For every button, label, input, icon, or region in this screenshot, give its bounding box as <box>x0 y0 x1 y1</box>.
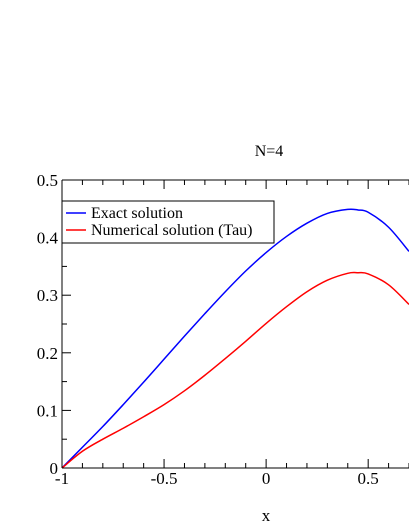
x-tick-label: 0.5 <box>358 469 379 488</box>
axes: -1 -0.5 0 0.5 0 0.1 0.2 0.3 0.4 0.5 <box>37 171 409 488</box>
plot-area <box>62 208 409 468</box>
legend-box <box>61 200 275 244</box>
y-tick-label: 0 <box>50 459 59 478</box>
x-tick-label: -1 <box>55 469 69 488</box>
series-line-1 <box>62 271 409 468</box>
legend-label-1: Numerical solution (Tau) <box>91 222 253 239</box>
x-tick-label: -0.5 <box>151 469 178 488</box>
y-tick-label: 0.5 <box>37 171 58 190</box>
series-line-0 <box>62 208 409 468</box>
y-tick-label: 0.1 <box>37 401 58 420</box>
y-tick-label: 0.3 <box>37 286 58 305</box>
x-tick-label: 0 <box>262 469 271 488</box>
y-tick-label: 0.2 <box>37 344 58 363</box>
y-tick-label: 0.4 <box>37 229 59 248</box>
chart-title: N=4 <box>255 143 284 160</box>
x-axis-label: x <box>262 506 271 525</box>
legend-label-0: Exact solution <box>91 205 183 222</box>
